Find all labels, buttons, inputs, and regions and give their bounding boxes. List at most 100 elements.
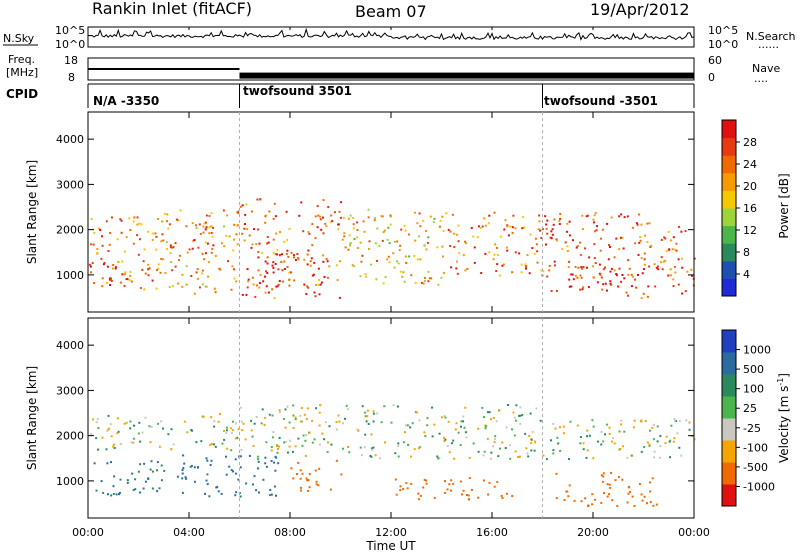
power-point (318, 293, 321, 296)
power-point (502, 263, 505, 266)
velocity-point (345, 404, 348, 407)
power-point (582, 286, 585, 289)
velocity-point (308, 486, 311, 489)
power-point (211, 247, 214, 250)
velocity-point (257, 460, 260, 463)
power-point (197, 246, 200, 249)
power-point (136, 234, 139, 237)
power-point (674, 265, 676, 268)
velocity-point (603, 492, 605, 495)
velocity-point (364, 415, 367, 418)
power-point (322, 254, 325, 257)
velocity-point (228, 465, 231, 468)
velocity-point (230, 449, 233, 452)
power-point (570, 285, 573, 288)
power-point (235, 233, 238, 236)
power-point (258, 282, 261, 284)
velocity-point (134, 488, 137, 491)
velocity-point (244, 438, 247, 441)
power-point (594, 211, 597, 214)
velocity-point (172, 443, 175, 446)
velocity-point (274, 469, 277, 472)
velocity-point (399, 489, 402, 492)
velocity-point (676, 432, 679, 435)
power-point (258, 242, 261, 245)
velocity-point (117, 430, 120, 433)
velocity-point (181, 469, 184, 472)
velocity-point (134, 478, 137, 481)
power-point (403, 224, 406, 227)
power-point (160, 240, 163, 243)
velocity-point (126, 482, 129, 484)
power-point (429, 215, 432, 218)
velocity-point (364, 411, 367, 414)
power-point (250, 246, 253, 249)
velocity-point (212, 443, 215, 446)
power-point (303, 283, 306, 286)
power-point (252, 283, 255, 286)
power-point (112, 264, 115, 266)
power-point (239, 205, 242, 208)
power-point (226, 214, 229, 217)
power-point (313, 261, 316, 264)
power-point (169, 244, 172, 247)
power-colorbar-tick-label: 8 (743, 246, 750, 259)
power-colorbar: 4 8 12 16 20 24 28 Power [dB] (721, 119, 791, 297)
power-point (196, 268, 199, 271)
power-point (274, 263, 277, 265)
power-point (214, 288, 217, 291)
velocity-point (669, 456, 671, 459)
cpid-label: CPID (6, 87, 38, 101)
power-point (610, 283, 613, 286)
velocity-point (675, 420, 678, 423)
power-point (155, 248, 158, 251)
velocity-colorbar-swatches (722, 330, 736, 507)
power-point (89, 265, 92, 268)
velocity-point (364, 433, 367, 436)
velocity-point (225, 429, 228, 432)
power-point (518, 252, 521, 255)
power-point (447, 228, 450, 231)
velocity-point (613, 442, 616, 445)
velocity-colorbar-tick-label: 1000 (743, 344, 771, 357)
velocity-point (220, 492, 223, 495)
velocity-point (361, 405, 364, 408)
power-point (538, 220, 541, 223)
power-point (639, 236, 642, 238)
velocity-point (450, 489, 452, 492)
power-point (640, 223, 643, 226)
power-point (654, 285, 657, 288)
power-point (575, 246, 578, 249)
power-point (218, 267, 221, 270)
power-point (273, 297, 276, 300)
power-point (646, 241, 649, 243)
velocity-point (294, 445, 297, 448)
power-point (396, 260, 398, 263)
velocity-point (272, 431, 275, 433)
power-point (342, 216, 345, 219)
power-point (244, 223, 246, 225)
power-point (420, 281, 423, 284)
velocity-point (258, 491, 260, 494)
velocity-point (569, 420, 572, 423)
power-point (506, 249, 509, 252)
power-point (91, 262, 94, 265)
power-point (462, 254, 465, 257)
velocity-point (643, 495, 646, 498)
power-point (511, 226, 514, 229)
velocity-point (492, 445, 495, 448)
velocity-point (229, 427, 232, 430)
velocity-point (457, 431, 460, 434)
velocity-point (472, 442, 475, 445)
power-point (529, 233, 532, 236)
power-point (374, 217, 376, 220)
velocity-point (611, 499, 614, 502)
power-point (380, 215, 383, 218)
power-point (124, 273, 126, 276)
power-point (466, 267, 469, 270)
velocity-point (255, 489, 258, 492)
power-point (130, 280, 133, 283)
velocity-point (303, 413, 306, 416)
power-point (677, 283, 680, 286)
power-point (186, 251, 189, 254)
